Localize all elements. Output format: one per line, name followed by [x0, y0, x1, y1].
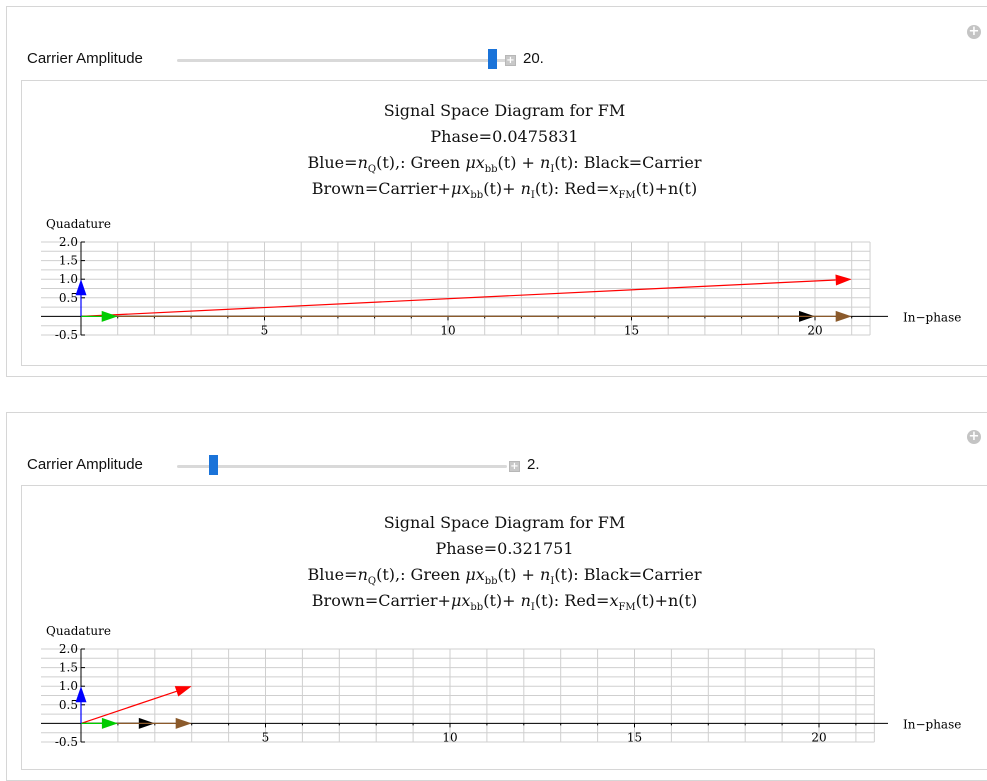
carrier-amplitude-slider-thumb[interactable] — [209, 455, 218, 475]
expand-plus-icon[interactable]: + — [967, 429, 981, 444]
plot-legend-line-2: Brown=Carrier+μxbb(t)+ nI(t): Red=xFM(t)… — [311, 591, 698, 614]
carrier-amplitude-slider-track[interactable] — [177, 465, 507, 468]
manipulate-panel: + Carrier Amplitude + 2. Signal Space Di… — [6, 412, 987, 781]
plot-legend-line-2: Brown=Carrier+μxbb(t)+ nI(t): Red=xFM(t)… — [311, 179, 698, 202]
plot-title: Signal Space Diagram for FM — [383, 513, 626, 532]
manipulate-panel: + Carrier Amplitude + 20. Signal Space D… — [6, 6, 987, 377]
carrier-amplitude-label: Carrier Amplitude — [27, 456, 143, 473]
slider-controls-toggle-icon[interactable]: + — [509, 461, 520, 472]
plot-legend-line-1: Blue=nQ(t),: Green μxbb(t) + nI(t): Blac… — [307, 565, 702, 588]
plot-title: Signal Space Diagram for FM — [383, 101, 626, 120]
slider-controls-toggle-icon[interactable]: + — [505, 55, 516, 66]
carrier-amplitude-value: 2. — [527, 456, 540, 473]
plot-legend-line-1: Blue=nQ(t),: Green μxbb(t) + nI(t): Blac… — [307, 153, 702, 176]
carrier-amplitude-label: Carrier Amplitude — [27, 50, 143, 67]
carrier-amplitude-slider-track[interactable] — [177, 59, 507, 62]
expand-plus-icon[interactable]: + — [967, 24, 981, 39]
carrier-amplitude-slider-thumb[interactable] — [488, 49, 497, 69]
plot-phase: Phase=0.0475831 — [430, 127, 579, 146]
carrier-amplitude-value: 20. — [523, 50, 544, 67]
plot-frame: Signal Space Diagram for FM Phase=0.0475… — [21, 80, 987, 366]
plot-phase: Phase=0.321751 — [435, 539, 574, 558]
plot-frame: Signal Space Diagram for FM Phase=0.3217… — [21, 485, 987, 770]
